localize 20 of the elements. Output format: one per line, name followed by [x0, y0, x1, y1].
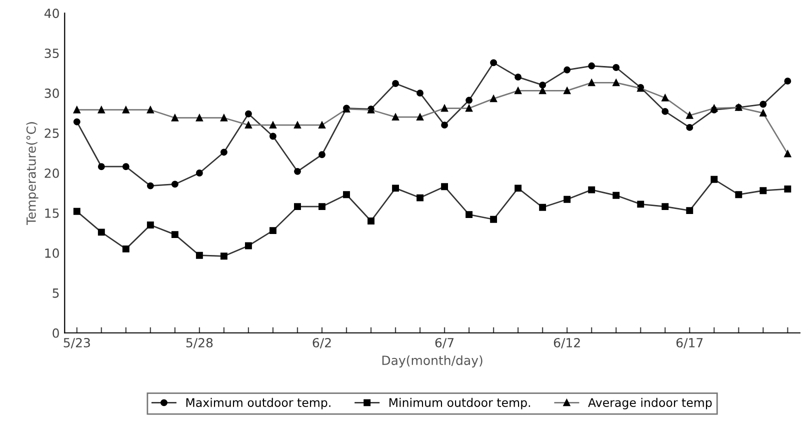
legend-label: Average indoor temp	[588, 398, 712, 410]
legend-label: Maximum outdoor temp.	[186, 398, 330, 410]
x-tick-label: 6/17	[676, 338, 703, 348]
y-axis-title: Temperature(°C)	[26, 122, 38, 225]
x-tick-label: 5/23	[64, 338, 90, 348]
y-tick-label: 5	[52, 288, 59, 298]
x-tick-label: 6/12	[554, 338, 580, 348]
y-tick-label: 30	[44, 88, 59, 98]
y-tick-label: 40	[44, 8, 59, 18]
y-tick-label: 20	[44, 168, 59, 178]
x-tick-label: 6/2	[312, 338, 331, 348]
x-tick-label: 6/7	[435, 338, 454, 348]
y-tick-label: 25	[44, 128, 59, 138]
y-tick-label: 35	[44, 48, 59, 58]
y-tick-label: 10	[45, 248, 59, 258]
x-axis-title: Day(month/day)	[382, 355, 482, 368]
legend-label: Minimum outdoor temp.	[389, 398, 530, 410]
y-tick-label: 15	[45, 208, 59, 218]
y-tick-label: 0	[52, 328, 59, 338]
x-tick-label: 5/28	[186, 338, 213, 348]
